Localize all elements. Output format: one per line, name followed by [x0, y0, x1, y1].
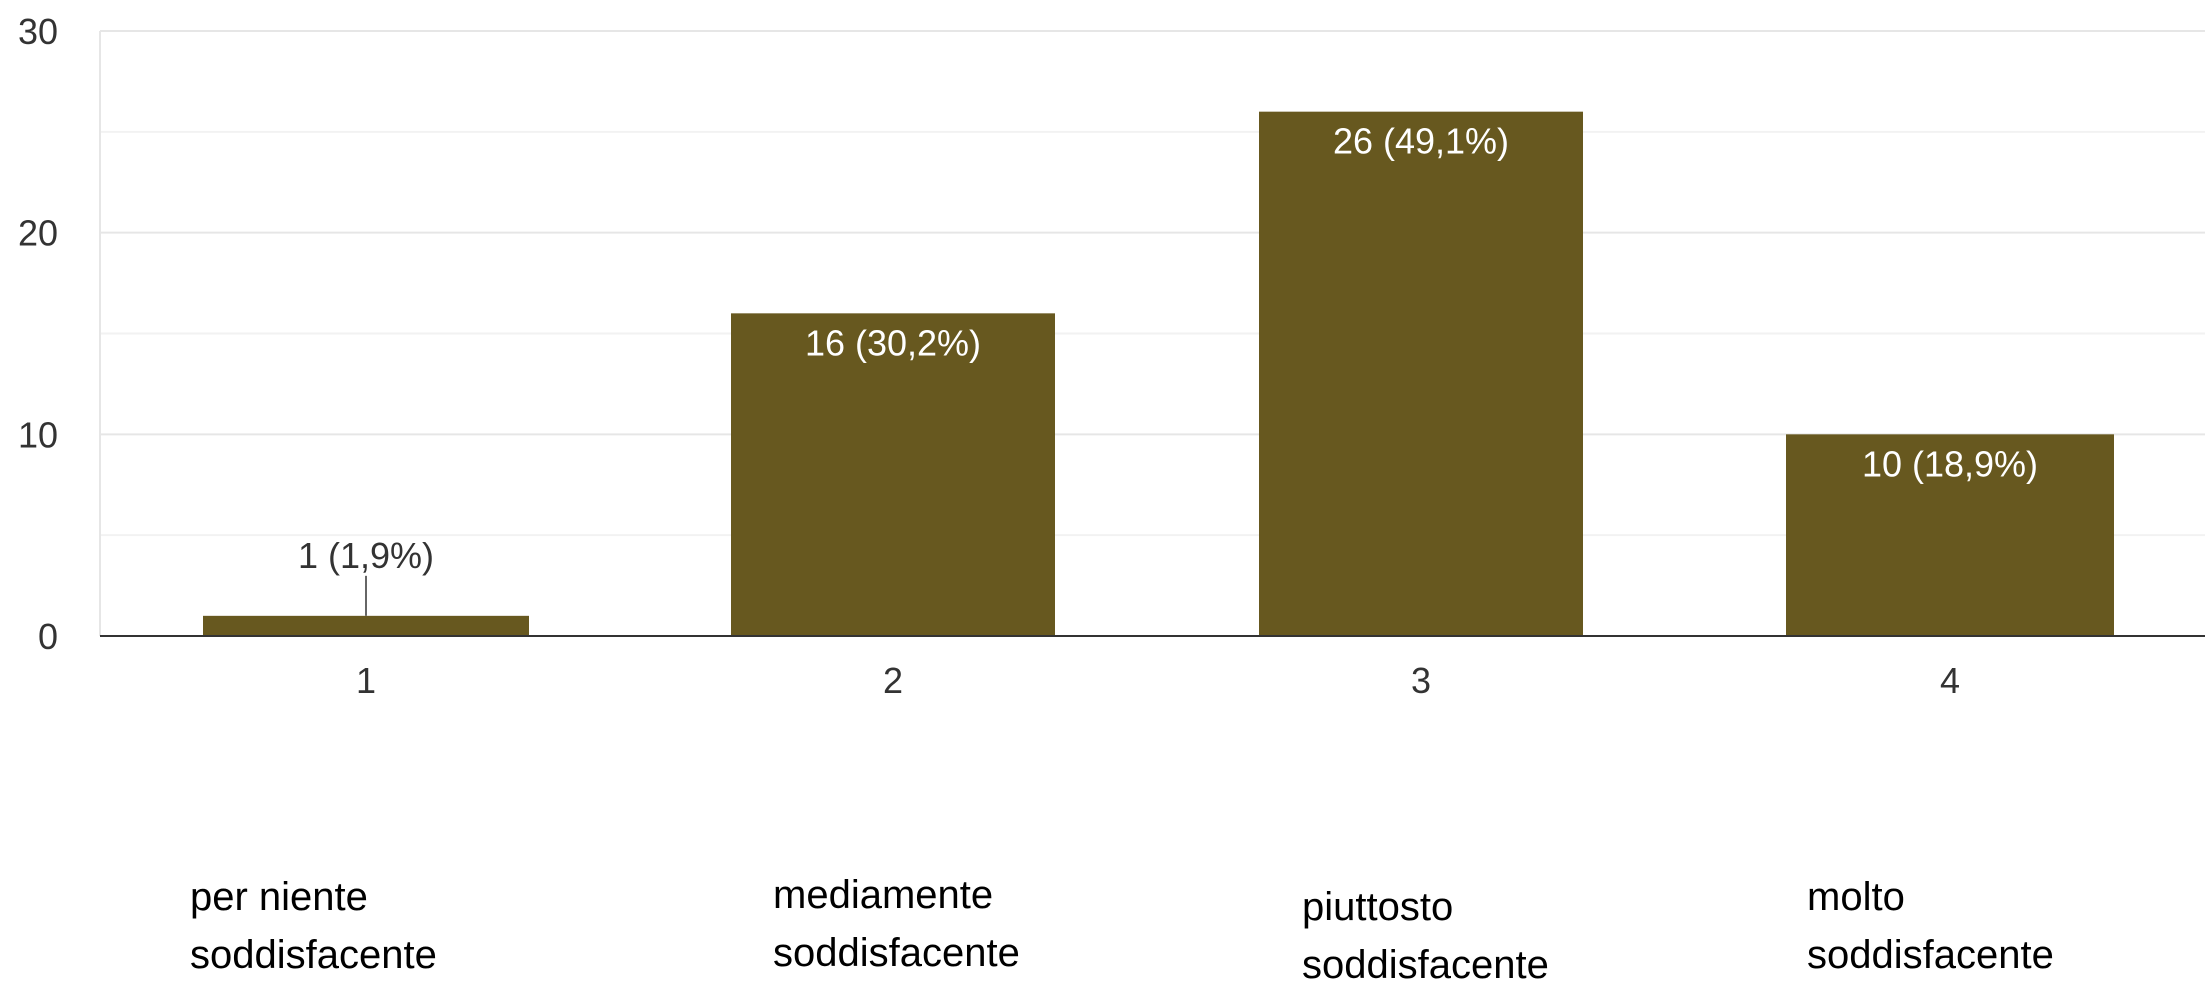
caption-line: mediamente: [773, 866, 1103, 924]
x-axis-ticks: 1 2 3 4: [356, 660, 1960, 701]
caption-line: soddisfacente: [1807, 926, 2137, 984]
y-tick-label: 10: [18, 414, 58, 455]
x-tick-label: 4: [1940, 660, 1960, 701]
category-caption-piuttosto: piuttosto soddisfacente: [1302, 878, 1632, 994]
caption-line: soddisfacente: [773, 924, 1103, 982]
x-tick-label: 2: [883, 660, 903, 701]
bar-data-label: 1 (1,9%): [298, 535, 434, 576]
category-caption-molto: molto soddisfacente: [1807, 868, 2137, 984]
caption-line: per niente: [190, 868, 520, 926]
bar-data-labels: 1 (1,9%) 16 (30,2%) 26 (49,1%) 10 (18,9%): [298, 121, 2038, 616]
bars: [203, 112, 2114, 636]
caption-line: soddisfacente: [1302, 936, 1632, 994]
caption-line: molto: [1807, 868, 2137, 926]
bar-data-label: 26 (49,1%): [1333, 121, 1509, 162]
caption-line: piuttosto: [1302, 878, 1632, 936]
bar-data-label: 10 (18,9%): [1862, 443, 2038, 484]
x-tick-label: 1: [356, 660, 376, 701]
caption-line: soddisfacente: [190, 926, 520, 984]
bar-3: [1259, 112, 1583, 636]
category-caption-per-niente: per niente soddisfacente: [190, 868, 520, 984]
y-tick-label: 0: [38, 616, 58, 657]
bar-data-label: 16 (30,2%): [805, 322, 981, 363]
bar-1: [203, 616, 529, 636]
y-tick-label: 30: [18, 11, 58, 52]
category-caption-mediamente: mediamente soddisfacente: [773, 866, 1103, 982]
x-tick-label: 3: [1411, 660, 1431, 701]
y-tick-label: 20: [18, 213, 58, 254]
y-axis-ticks: 0 10 20 30: [18, 11, 58, 657]
